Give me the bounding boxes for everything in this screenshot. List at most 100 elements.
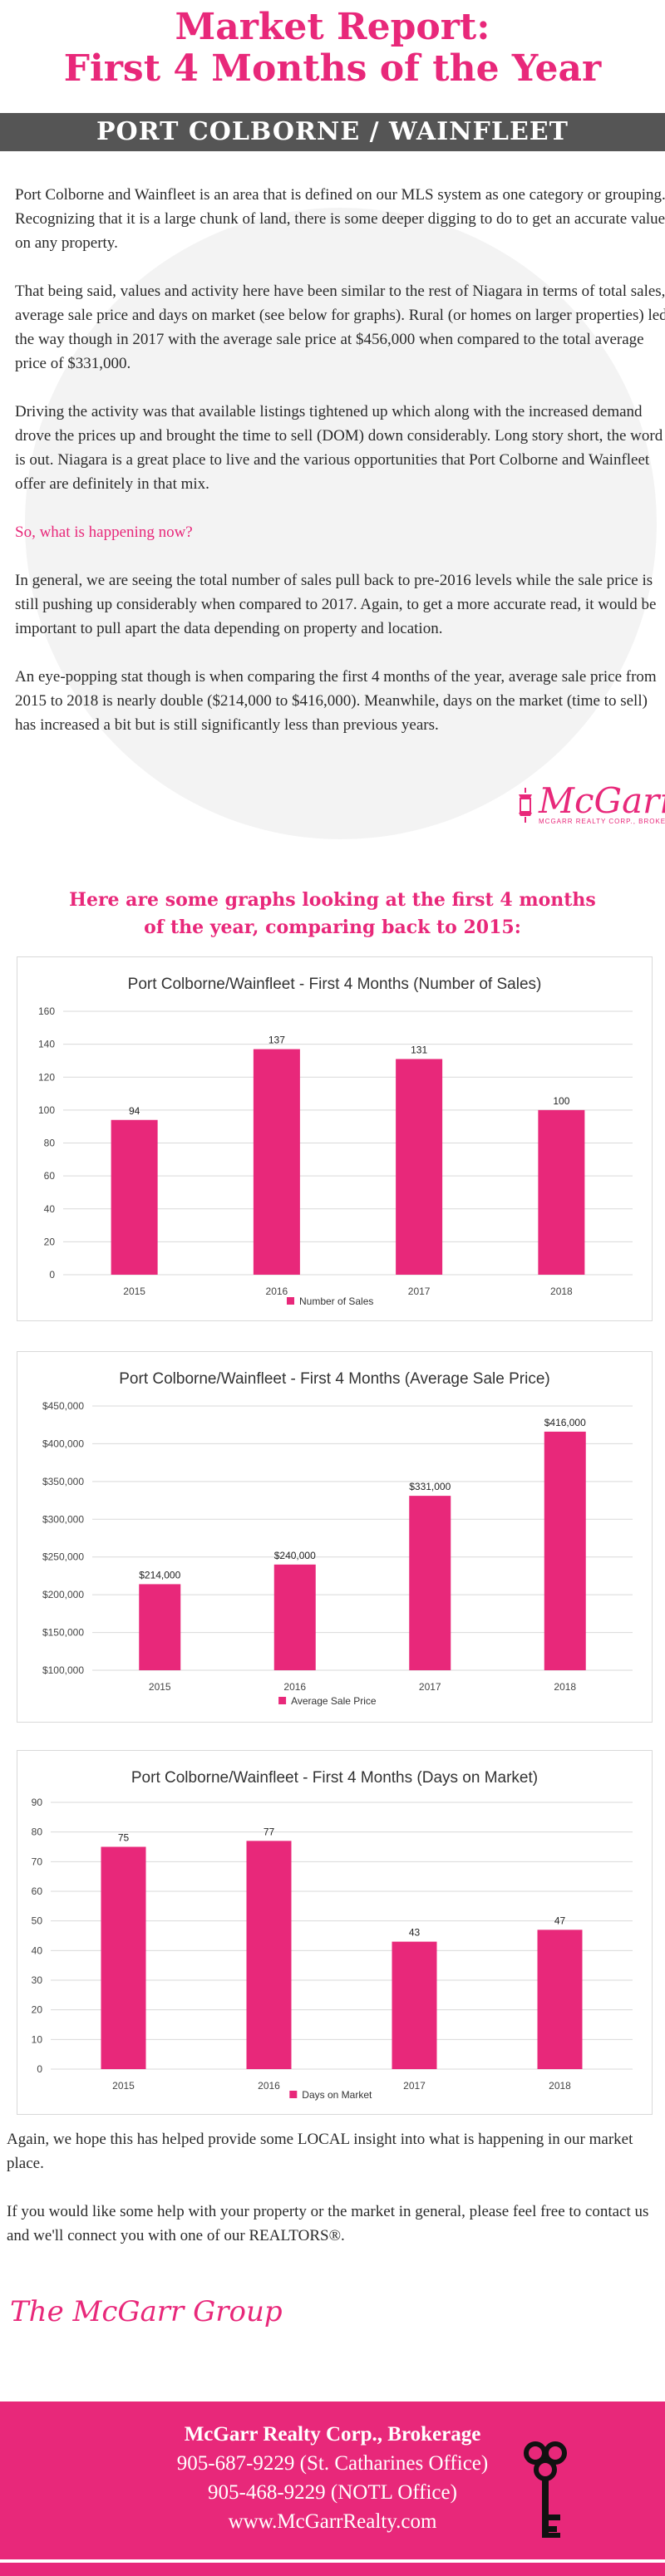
y-tick-label: $250,000 — [42, 1551, 84, 1563]
key-icon — [524, 2441, 567, 2538]
bar — [538, 1109, 585, 1275]
region-banner: PORT COLBORNE / WAINFLEET — [0, 113, 665, 151]
mcgarr-logo: McGarr MCGARR REALTY CORP., BROKERAGE — [514, 781, 665, 831]
y-tick-label: 140 — [38, 1039, 55, 1050]
y-tick-label: 10 — [32, 2033, 43, 2045]
bar — [392, 1941, 437, 2069]
title-line-1: Market Report: — [175, 6, 490, 48]
x-tick-label: 2017 — [419, 1681, 441, 1693]
intro-paragraph: Driving the activity was that available … — [15, 403, 663, 493]
contact-block: McGarr Realty Corp., Brokerage 905-687-9… — [0, 2420, 665, 2536]
y-tick-label: $450,000 — [42, 1400, 84, 1412]
y-tick-label: $100,000 — [42, 1664, 84, 1676]
outro-section: Again, we hope this has helped provide s… — [7, 2127, 663, 2272]
y-tick-label: 20 — [44, 1236, 56, 1247]
x-tick-label: 2017 — [408, 1286, 431, 1297]
bar — [253, 1049, 300, 1275]
x-tick-label: 2016 — [258, 2080, 280, 2092]
chart-svg: Port Colborne/Wainfleet - First 4 Months… — [32, 1769, 633, 2101]
y-tick-label: 30 — [32, 1974, 43, 1986]
data-label: 75 — [118, 1832, 130, 1844]
bar — [537, 1930, 583, 2069]
x-tick-label: 2018 — [554, 1681, 576, 1693]
y-tick-label: 0 — [37, 2063, 42, 2075]
data-label: 131 — [411, 1044, 427, 1055]
signature: The McGarr Group — [10, 2295, 283, 2328]
bar — [544, 1431, 586, 1670]
bar — [396, 1059, 443, 1275]
y-tick-label: 160 — [38, 1005, 55, 1017]
y-tick-label: 80 — [32, 1826, 43, 1838]
y-tick-label: 50 — [32, 1915, 43, 1927]
bar — [101, 1846, 146, 2069]
y-tick-label: $400,000 — [42, 1438, 84, 1449]
company-name: McGarr Realty Corp., Brokerage — [184, 2423, 481, 2446]
x-tick-label: 2016 — [283, 1681, 306, 1693]
graphs-heading: Here are some graphs looking at the firs… — [0, 887, 665, 941]
chart-svg: Port Colborne/Wainfleet - First 4 Months… — [42, 1370, 633, 1707]
bar — [111, 1119, 158, 1275]
chart-title: Port Colborne/Wainfleet - First 4 Months… — [119, 1370, 549, 1388]
website-link[interactable]: www.McGarrRealty.com — [228, 2510, 437, 2533]
y-tick-label: 80 — [44, 1138, 56, 1149]
legend-swatch — [287, 1297, 294, 1305]
legend-label: Number of Sales — [299, 1295, 373, 1307]
y-tick-label: 20 — [32, 2004, 43, 2016]
lantern-icon — [519, 788, 532, 823]
logo-wordmark: McGarr — [539, 780, 665, 821]
data-label: $331,000 — [409, 1481, 451, 1492]
bar — [409, 1496, 451, 1670]
graphs-heading-line: of the year, comparing back to 2015: — [144, 917, 521, 938]
legend-label: Average Sale Price — [291, 1695, 377, 1707]
chart-number-of-sales: Port Colborne/Wainfleet - First 4 Months… — [17, 956, 653, 1321]
intro-paragraph: In general, we are seeing the total numb… — [15, 572, 657, 637]
y-tick-label: 70 — [32, 1856, 43, 1867]
bar — [246, 1841, 292, 2069]
y-tick-label: $150,000 — [42, 1627, 84, 1639]
intro-paragraph: Port Colborne and Wainfleet is an area t… — [15, 186, 665, 252]
y-tick-label: 60 — [32, 1885, 43, 1897]
data-label: $240,000 — [274, 1550, 316, 1561]
y-tick-label: 60 — [44, 1170, 56, 1182]
data-label: $416,000 — [544, 1417, 586, 1428]
bar — [139, 1584, 181, 1670]
y-tick-label: 40 — [44, 1203, 56, 1215]
phone-st-catharines: 905-687-9229 (St. Catharines Office) — [176, 2452, 489, 2475]
data-label: 100 — [553, 1095, 569, 1107]
outro-paragraph: If you would like some help with your pr… — [7, 2203, 649, 2244]
phone-notl: 905-468-9229 (NOTL Office) — [208, 2481, 457, 2504]
y-tick-label: 40 — [32, 1944, 43, 1956]
y-tick-label: 100 — [38, 1104, 55, 1116]
y-tick-label: 90 — [32, 1797, 43, 1808]
footer: McGarr Realty Corp., Brokerage 905-687-9… — [0, 2401, 665, 2576]
legend-swatch — [278, 1697, 287, 1704]
x-tick-label: 2015 — [149, 1681, 171, 1693]
x-tick-label: 2015 — [112, 2080, 135, 2092]
x-tick-label: 2017 — [403, 2080, 426, 2092]
x-tick-label: 2018 — [549, 2080, 571, 2092]
y-tick-label: $350,000 — [42, 1476, 84, 1487]
data-label: 77 — [264, 1826, 275, 1837]
legend-label: Days on Market — [302, 2089, 372, 2101]
report-title: Market Report: First 4 Months of the Yea… — [0, 7, 665, 90]
intro-paragraph: An eye-popping stat though is when compa… — [15, 668, 657, 734]
intro-paragraph: That being said, values and activity her… — [15, 283, 665, 372]
chart-title: Port Colborne/Wainfleet - First 4 Months… — [128, 976, 542, 993]
data-label: 137 — [268, 1035, 285, 1046]
x-tick-label: 2016 — [266, 1286, 288, 1297]
chart-title: Port Colborne/Wainfleet - First 4 Months… — [131, 1769, 538, 1787]
chart-average-sale-price: Port Colborne/Wainfleet - First 4 Months… — [17, 1351, 653, 1723]
data-label: $214,000 — [139, 1569, 180, 1581]
y-tick-label: $300,000 — [42, 1513, 84, 1525]
question-heading: So, what is happening now? — [15, 524, 193, 541]
y-tick-label: $200,000 — [42, 1589, 84, 1600]
bar — [273, 1564, 316, 1670]
x-tick-label: 2015 — [123, 1286, 145, 1297]
y-tick-label: 0 — [49, 1269, 55, 1281]
data-label: 47 — [554, 1915, 566, 1926]
logo-subtitle: MCGARR REALTY CORP., BROKERAGE — [539, 818, 665, 825]
data-label: 94 — [129, 1105, 140, 1117]
footer-rule — [0, 2559, 665, 2563]
background-watermark — [25, 208, 657, 839]
graphs-heading-line: Here are some graphs looking at the firs… — [69, 889, 596, 911]
